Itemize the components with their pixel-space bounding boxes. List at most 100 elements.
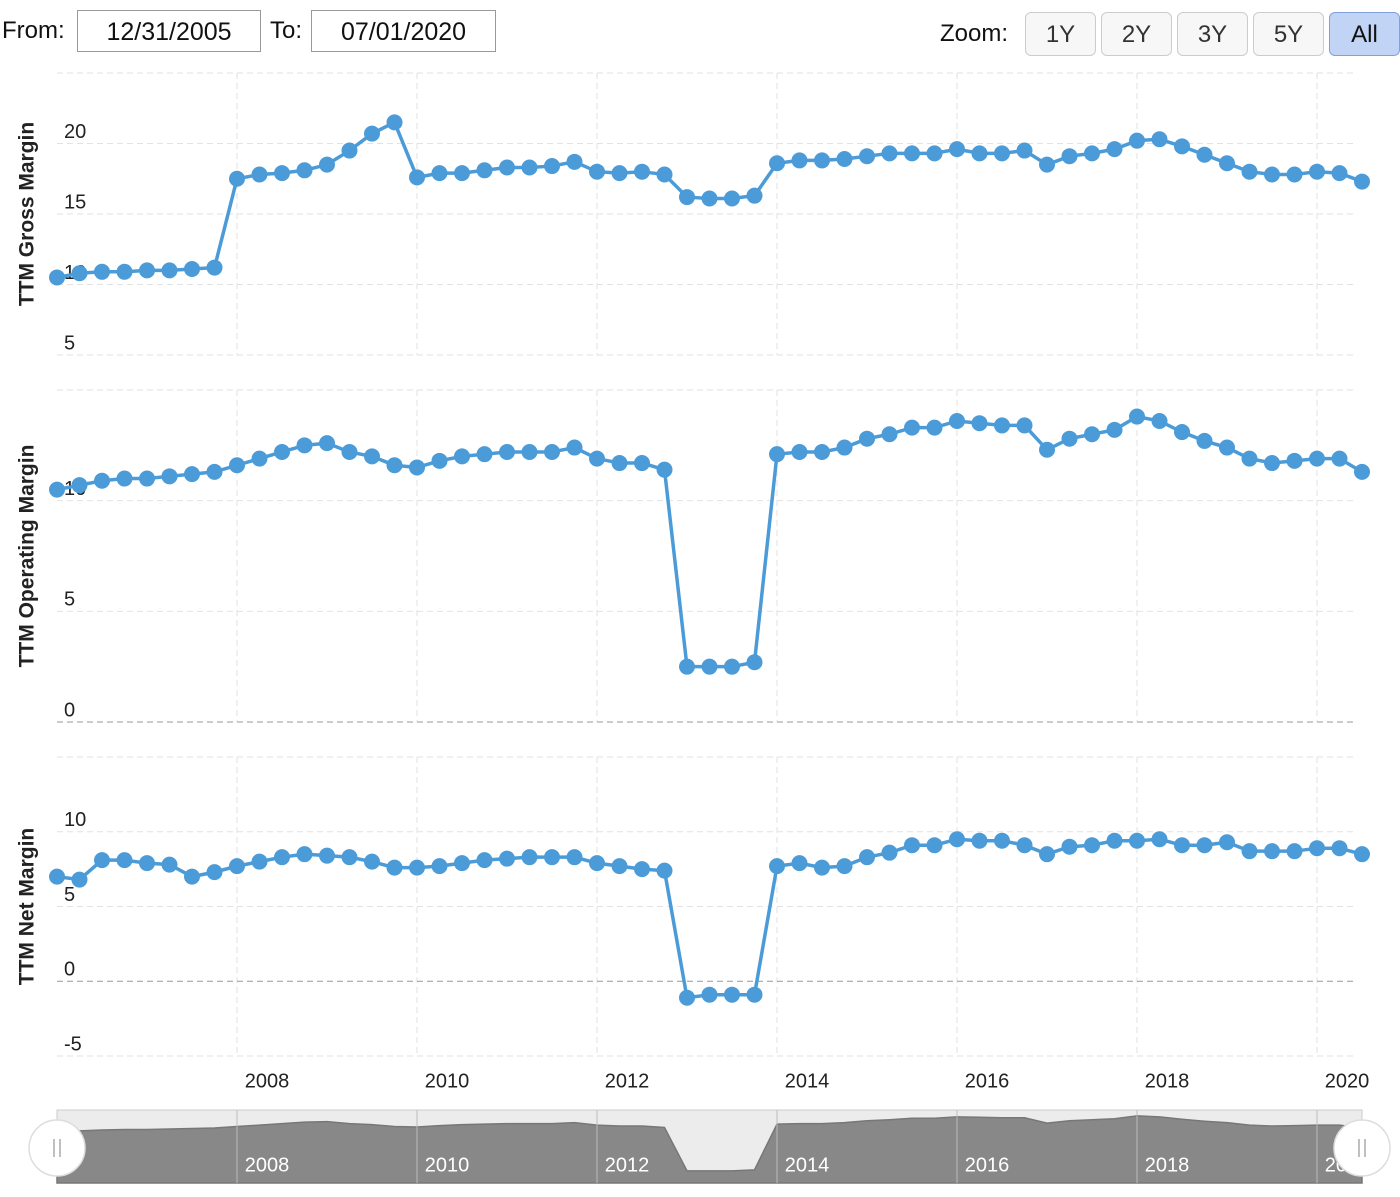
point (431, 452, 448, 469)
from-label: From: (2, 17, 65, 44)
point (566, 439, 583, 456)
navigator-label: 2012 (605, 1154, 650, 1176)
point (589, 855, 605, 872)
from-input[interactable]: 12/31/2005 (77, 10, 261, 52)
point (1196, 146, 1213, 163)
point (701, 658, 718, 675)
point (409, 459, 425, 476)
point (251, 166, 268, 183)
point (769, 155, 785, 172)
point (1264, 166, 1280, 183)
point (589, 163, 605, 180)
point (1106, 421, 1123, 438)
point (836, 858, 853, 875)
x-tick-label: 2016 (965, 1070, 1010, 1092)
point (274, 165, 290, 182)
point (544, 849, 560, 866)
point (1061, 430, 1078, 447)
point (1331, 450, 1348, 467)
point (881, 426, 898, 443)
zoom-button[interactable]: 1Y (1025, 12, 1096, 56)
point (566, 849, 583, 866)
point (1219, 834, 1235, 851)
zoom-label: Zoom: (940, 20, 1009, 47)
y-axis-title: TTM Net Margin (16, 828, 39, 986)
point (229, 170, 245, 187)
point (476, 446, 493, 463)
point (341, 443, 358, 460)
point (184, 466, 200, 483)
point (724, 986, 740, 1003)
point (656, 166, 673, 183)
point (161, 856, 178, 873)
point (206, 259, 223, 276)
point (454, 448, 470, 465)
navigator-handle[interactable] (1333, 1119, 1391, 1177)
point (1309, 450, 1325, 467)
x-tick-label: 2014 (785, 1070, 830, 1092)
point (431, 165, 448, 182)
point (206, 463, 223, 480)
point (251, 450, 268, 467)
point (229, 858, 245, 875)
point (769, 446, 785, 463)
point (544, 158, 560, 175)
point (1016, 142, 1033, 159)
point (1061, 148, 1078, 165)
point (746, 986, 763, 1003)
point (49, 481, 65, 498)
point (1241, 843, 1258, 860)
point (1354, 173, 1370, 190)
point (791, 855, 808, 872)
zoom-button[interactable]: All (1329, 12, 1400, 56)
point (364, 448, 380, 465)
y-tick-label: 0 (64, 699, 75, 721)
point (1129, 832, 1145, 849)
zoom-button[interactable]: 3Y (1177, 12, 1248, 56)
point (994, 145, 1010, 162)
zoom-button[interactable]: 5Y (1253, 12, 1324, 56)
point (1129, 132, 1145, 149)
point (499, 850, 515, 867)
point (701, 986, 718, 1003)
point (949, 412, 965, 429)
point (116, 852, 133, 869)
point (926, 837, 943, 854)
point (1084, 426, 1100, 443)
point (1286, 452, 1303, 469)
point (1039, 441, 1055, 458)
point (454, 855, 470, 872)
point (409, 859, 425, 876)
point (1039, 156, 1055, 173)
x-tick-label: 2010 (425, 1070, 470, 1092)
point (364, 125, 380, 142)
point (71, 871, 88, 888)
x-tick-label: 2018 (1145, 1070, 1190, 1092)
to-input[interactable]: 07/01/2020 (311, 10, 496, 52)
point (994, 417, 1010, 434)
point (859, 148, 875, 165)
y-tick-label: 5 (64, 332, 75, 354)
navigator-label: 2008 (245, 1154, 290, 1176)
point (994, 832, 1010, 849)
point (769, 858, 785, 875)
y-tick-label: 0 (64, 959, 75, 981)
point (476, 162, 493, 179)
point (341, 849, 358, 866)
to-label: To: (270, 17, 303, 44)
point (1151, 412, 1168, 429)
point (544, 443, 560, 460)
point (904, 837, 920, 854)
point (1151, 131, 1168, 148)
point (1106, 832, 1123, 849)
point (1196, 432, 1213, 449)
zoom-button[interactable]: 2Y (1101, 12, 1172, 56)
point (341, 142, 358, 159)
point (49, 269, 65, 286)
point (656, 461, 673, 478)
point (814, 152, 830, 169)
point (431, 858, 448, 875)
navigator-handle[interactable] (28, 1119, 86, 1177)
navigator-area (56, 1115, 1363, 1184)
